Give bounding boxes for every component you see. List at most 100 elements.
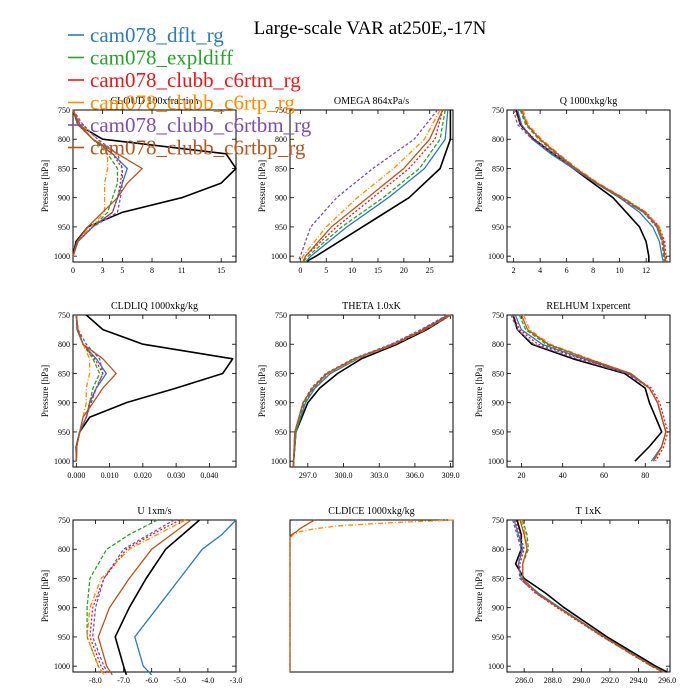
series-line-cam078_clubb_c6rtbp_rg xyxy=(72,109,143,257)
panel-title: Q 1000xkg/kg xyxy=(560,96,618,107)
series-line-obs xyxy=(514,519,668,673)
y-tick-label: 750 xyxy=(492,106,504,115)
x-tick-label: -6.0 xyxy=(145,676,158,685)
panel-6: RELHUM 1xpercent 750 800 850 900 950 1000 20 40 6… xyxy=(474,301,671,480)
y-tick-label: 1000 xyxy=(271,457,287,466)
y-tick-label: 800 xyxy=(492,135,504,144)
y-tick-label: 900 xyxy=(275,194,287,203)
y-tick-label: 1000 xyxy=(488,662,504,671)
y-tick-label: 950 xyxy=(492,223,504,232)
series-line-obs xyxy=(305,110,452,263)
panel-2: OMEGA 864xPa/s 750 800 850 900 950 1000 0 5 10 15 2… xyxy=(257,96,454,275)
series-line-cam078_clubb_c6rtm_rg xyxy=(512,314,669,462)
series-line-cam078_clubb_c6rtp_rg xyxy=(86,519,186,676)
y-tick-label: 900 xyxy=(58,604,70,613)
plot-frame xyxy=(506,314,671,468)
plot-frame xyxy=(289,314,454,468)
series-line-obs xyxy=(292,314,452,467)
x-tick-label: 0.000 xyxy=(67,471,85,480)
y-tick-label: 1000 xyxy=(271,252,287,261)
x-tick-label: 290.0 xyxy=(572,676,590,685)
y-tick-label: 950 xyxy=(492,633,504,642)
x-tick-label: 300.0 xyxy=(335,471,353,480)
series-line-cam078_clubb_c6rtbp_rg xyxy=(302,109,444,263)
series-line-cam078_clubb_c6rtm_rg xyxy=(514,519,664,673)
y-tick-label: 850 xyxy=(492,164,504,173)
y-axis-label: Pressure [hPa] xyxy=(40,570,50,622)
y-tick-label: 900 xyxy=(58,194,70,203)
y-tick-label: 800 xyxy=(58,340,70,349)
x-tick-label: 306.0 xyxy=(406,471,424,480)
x-tick-label: 80 xyxy=(641,471,649,480)
legend-item: cam078_clubb_c6rtbp_rg xyxy=(68,136,306,160)
x-tick-label: 25 xyxy=(426,266,434,275)
x-tick-label: 15 xyxy=(217,266,225,275)
series-line-cam078_clubb_c6rtbm_rg xyxy=(92,519,175,676)
y-tick-label: 950 xyxy=(58,223,70,232)
series-line-cam078_clubb_c6rtbm_rg xyxy=(297,109,439,263)
y-tick-label: 750 xyxy=(58,106,70,115)
series-line-obs xyxy=(512,314,663,462)
x-tick-label: 15 xyxy=(374,266,382,275)
panel-7: U 1xm/s 750 800 850 900 950 1000 -8.0 -7.0 -6.0 -5… xyxy=(40,506,242,685)
x-tick-label: 40 xyxy=(559,471,567,480)
legend-item: cam078_expldiff xyxy=(68,46,233,70)
plot-frame xyxy=(506,109,671,263)
y-tick-label: 1000 xyxy=(488,457,504,466)
y-tick-label: 1000 xyxy=(488,252,504,261)
panel-3: Q 1000xkg/kg 750 800 850 900 950 1000 2 4 6 8 10 12 P… xyxy=(474,96,671,275)
x-tick-label: 11 xyxy=(178,266,186,275)
x-tick-label: 0.010 xyxy=(101,471,119,480)
series-line-cam078_expldiff xyxy=(86,519,158,676)
legend-label: cam078_expldiff xyxy=(90,46,233,70)
x-tick-label: -4.0 xyxy=(202,676,215,685)
y-tick-label: 800 xyxy=(58,545,70,554)
series-line-cam078_expldiff xyxy=(522,519,664,673)
panel-4: CLDLIQ 1000xkg/kg 750 800 850 900 950 1000 0.00… xyxy=(40,301,237,480)
series-line-cam078_expldiff xyxy=(72,109,119,257)
y-tick-label: 850 xyxy=(492,574,504,583)
series-line-obs xyxy=(75,314,234,462)
x-tick-label: 294.0 xyxy=(630,676,648,685)
series-line-cam078_clubb_c6rtbp_rg xyxy=(292,314,451,467)
y-tick-label: 850 xyxy=(58,574,70,583)
y-tick-label: 750 xyxy=(492,311,504,320)
series-line-cam078_clubb_c6rtbp_rg xyxy=(520,109,667,263)
series-line-obs xyxy=(515,109,650,262)
legend-label: cam078_dflt_rg xyxy=(90,23,224,47)
y-tick-label: 900 xyxy=(275,399,287,408)
x-tick-label: 20 xyxy=(400,266,408,275)
y-axis-label: Pressure [hPa] xyxy=(257,160,267,212)
panel-8: CLDICE 1000xkg/kg xyxy=(289,506,454,673)
y-tick-label: 800 xyxy=(275,135,287,144)
x-tick-label: 3 xyxy=(101,266,105,275)
y-axis-label: Pressure [hPa] xyxy=(40,365,50,417)
x-tick-label: 8 xyxy=(150,266,154,275)
y-tick-label: 950 xyxy=(275,223,287,232)
y-tick-label: 1000 xyxy=(54,457,70,466)
series-line-cam078_dflt_rg xyxy=(513,519,665,673)
x-tick-label: 0 xyxy=(71,266,75,275)
legend-label: cam078_clubb_c6rtp_rg xyxy=(90,91,295,115)
series-line-cam078_clubb_c6rtbp_rg xyxy=(97,519,192,676)
x-tick-label: 5 xyxy=(324,266,328,275)
y-axis-label: Pressure [hPa] xyxy=(40,160,50,212)
panel-title: T 1xK xyxy=(576,506,602,517)
panel-title: OMEGA 864xPa/s xyxy=(334,96,409,107)
series-line-cam078_clubb_c6rtm_rg xyxy=(89,519,181,676)
plot-frame xyxy=(72,519,237,673)
plot-frame xyxy=(72,109,237,263)
y-tick-label: 950 xyxy=(58,633,70,642)
x-tick-label: 292.0 xyxy=(601,676,619,685)
series-line-cam078_clubb_c6rtbp_rg xyxy=(289,519,315,672)
panel-5: THETA 1.0xK 750 800 850 900 950 1000 297.0 300.0… xyxy=(257,301,460,480)
series-line-cam078_expldiff xyxy=(302,109,446,263)
y-tick-label: 950 xyxy=(275,428,287,437)
y-tick-label: 850 xyxy=(58,369,70,378)
series-line-cam078_clubb_c6rtp_rg xyxy=(299,109,441,263)
y-tick-label: 800 xyxy=(275,340,287,349)
